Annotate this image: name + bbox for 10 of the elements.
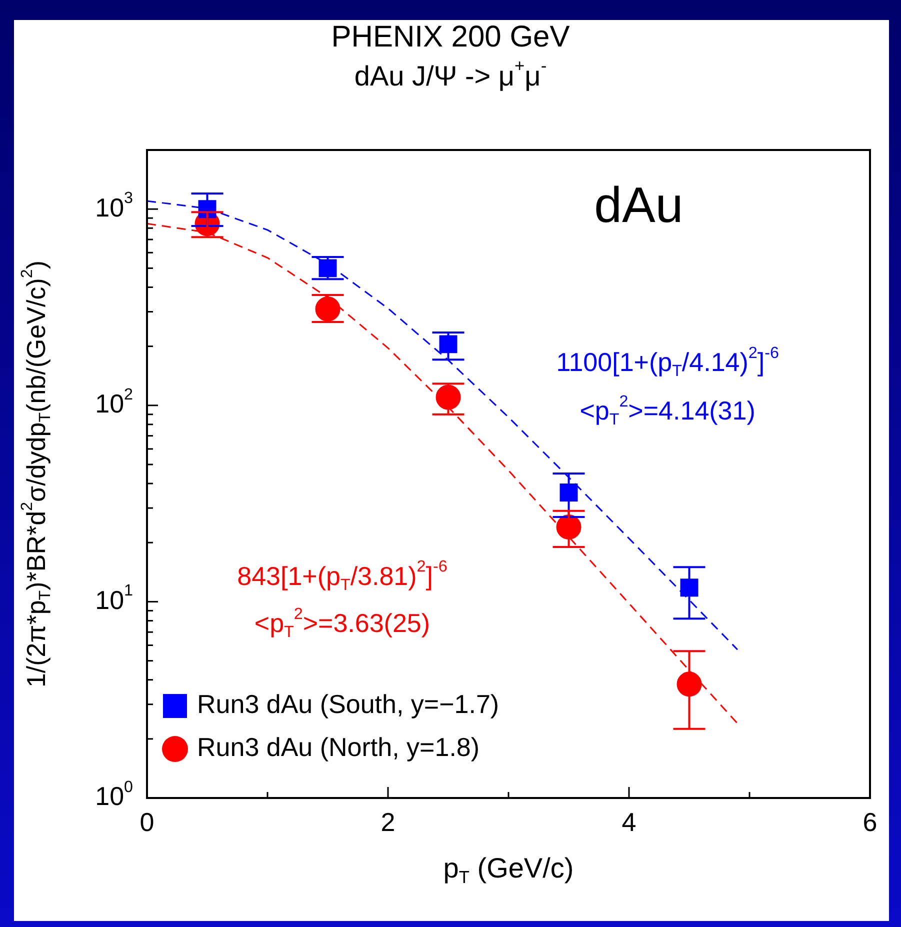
x-tick-label: 4 <box>622 807 636 838</box>
x-tick-label: 0 <box>140 807 154 838</box>
x-tick-label: 6 <box>862 807 878 838</box>
chart-subtitle: dAu J/Ψ -> μ+μ- <box>354 56 547 92</box>
chart-title: PHENIX 200 GeV <box>331 20 570 54</box>
legend-label: Run3 dAu (North, y=1.8) <box>197 732 480 762</box>
x-tick-label: 2 <box>380 807 396 838</box>
annotation: dAu <box>594 177 684 234</box>
legend-label: Run3 dAu (South, y=−1.7) <box>197 689 500 720</box>
text: 1/(2π*pT)*BR*d2σ/dydpT(nb/(GeV/c)2) <box>18 260 54 688</box>
